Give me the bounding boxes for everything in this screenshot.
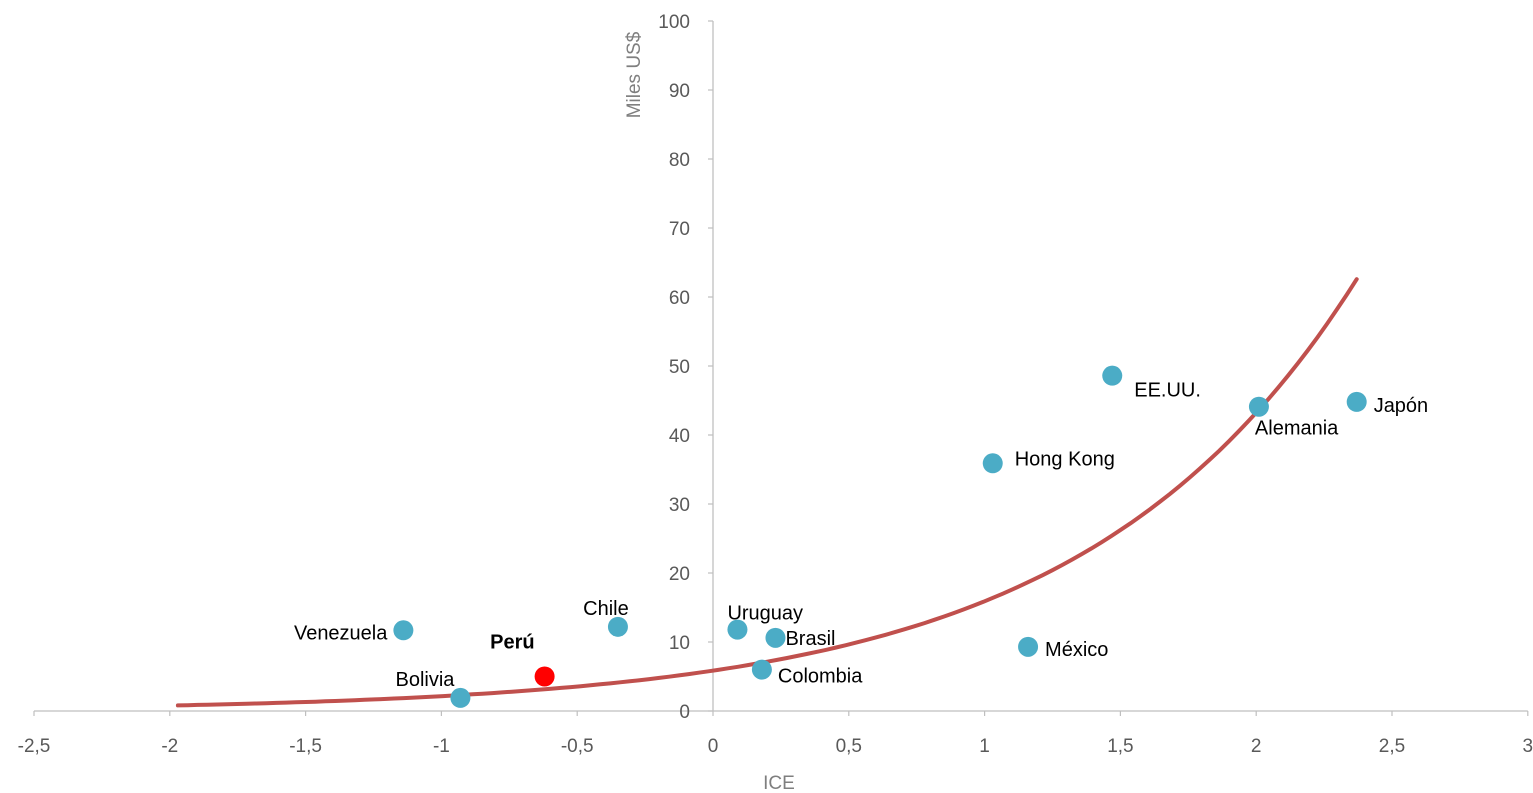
- x-tick-label: -2: [161, 736, 178, 757]
- point-label: Hong Kong: [1015, 448, 1115, 470]
- x-tick-label: 0: [708, 736, 719, 757]
- x-axis-title: ICE: [763, 773, 795, 793]
- x-tick-label: 0,5: [836, 736, 862, 757]
- y-tick-label: 20: [669, 564, 690, 585]
- data-point: [1018, 636, 1039, 657]
- point-labels: Venezuela Bolivia Perú Chile Uruguay Brasil Co…: [294, 380, 1428, 691]
- points-layer: [393, 365, 1367, 708]
- point-label: Bolivia: [395, 669, 455, 691]
- y-tick-label: 0: [679, 702, 690, 723]
- data-point: [607, 616, 628, 637]
- x-tick-label: -2,5: [18, 736, 51, 757]
- y-tick-label: 70: [669, 219, 690, 240]
- point-label: EE.UU.: [1134, 380, 1201, 402]
- x-tick-label: -0,5: [561, 736, 594, 757]
- point-label: Uruguay: [727, 603, 803, 625]
- data-point: [765, 627, 786, 648]
- y-tick-label: 80: [669, 150, 690, 171]
- data-point: [1248, 396, 1269, 417]
- x-tick-label: -1: [433, 736, 450, 757]
- data-point: [751, 659, 772, 680]
- point-label: Colombia: [778, 666, 863, 688]
- y-tick-label: 10: [669, 633, 690, 654]
- data-point: [450, 687, 471, 708]
- point-label: Alemania: [1255, 418, 1339, 440]
- x-tick-label: 1,5: [1107, 736, 1133, 757]
- y-tick-label: 60: [669, 288, 690, 309]
- point-label: Chile: [583, 598, 629, 620]
- y-tick-label: 50: [669, 357, 690, 378]
- data-point: [1346, 391, 1367, 412]
- y-tick-label: 30: [669, 495, 690, 516]
- y-tick-label: 100: [658, 12, 690, 33]
- point-label: Perú: [490, 632, 534, 654]
- point-label: Venezuela: [294, 622, 388, 644]
- y-tick-label: 40: [669, 426, 690, 447]
- y-tick-label: 90: [669, 81, 690, 102]
- x-tick-label: 1: [979, 736, 990, 757]
- point-label: Japón: [1374, 395, 1429, 417]
- x-tick-label: 2: [1251, 736, 1262, 757]
- x-tick-label: -1,5: [289, 736, 322, 757]
- data-point: [727, 619, 748, 640]
- point-label: México: [1045, 639, 1108, 661]
- y-axis-title: Miles US$: [624, 31, 645, 118]
- x-tick-label: 3: [1523, 736, 1533, 757]
- data-point: [393, 620, 414, 641]
- data-point: [1102, 365, 1123, 386]
- data-point: [982, 453, 1003, 474]
- x-tick-label: 2,5: [1379, 736, 1405, 757]
- data-point: [534, 666, 555, 687]
- point-label: Brasil: [785, 628, 835, 650]
- axes: -2,5 -2 -1,5 -1 -0,5 0 0,5 1 1,5 2 2,5 301020304050…: [18, 12, 1533, 757]
